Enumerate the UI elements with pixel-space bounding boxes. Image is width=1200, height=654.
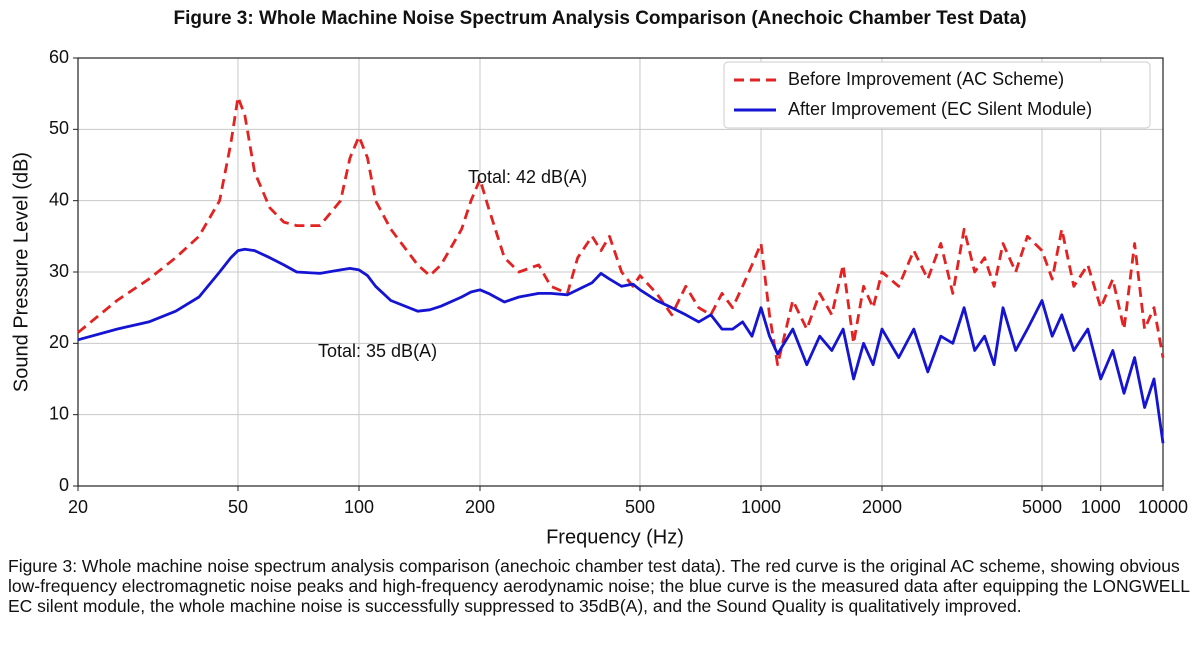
x-tick-label: 200 [465, 497, 495, 517]
y-tick-label: 60 [49, 47, 69, 67]
y-tick-label: 0 [59, 475, 69, 495]
x-tick-label: 500 [625, 497, 655, 517]
x-tick-label: 5000 [1022, 497, 1062, 517]
y-tick-label: 40 [49, 189, 69, 209]
y-tick-label: 10 [49, 403, 69, 423]
plot-frame [77, 57, 1164, 487]
caption: Figure 3: Whole machine noise spectrum a… [8, 556, 1190, 616]
legend-box [723, 61, 1151, 129]
annotation: Total: 35 dB(A) [318, 341, 437, 361]
x-tick-label: 2000 [862, 497, 902, 517]
y-tick-label: 20 [49, 332, 69, 352]
legend-label: Before Improvement (AC Scheme) [788, 69, 1064, 89]
x-tick-label: 100 [344, 497, 374, 517]
y-tick-label: 30 [49, 261, 69, 281]
y-axis-label: Sound Pressure Level (dB) [10, 152, 32, 392]
y-tick-label: 50 [49, 118, 69, 138]
legend-label: After Improvement (EC Silent Module) [788, 99, 1092, 119]
series-line [77, 95, 1165, 367]
x-tick-label: 20 [68, 497, 88, 517]
chart: Figure 3: Whole Machine Noise Spectrum A… [10, 8, 1188, 548]
x-tick-label: 50 [228, 497, 248, 517]
x-tick-label: 1000 [1081, 497, 1121, 517]
x-tick-label: 1000 [741, 497, 781, 517]
x-tick-label: 10000 [1138, 497, 1188, 517]
annotation: Total: 42 dB(A) [468, 167, 587, 187]
series-line [77, 247, 1165, 444]
x-axis-label: Frequency (Hz) [546, 526, 684, 548]
chart-title: Figure 3: Whole Machine Noise Spectrum A… [173, 8, 1026, 29]
